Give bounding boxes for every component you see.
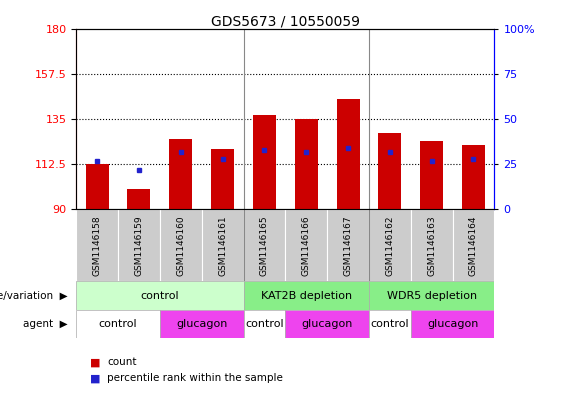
- Text: glucagon: glucagon: [176, 319, 227, 329]
- Bar: [369, 209, 411, 281]
- Text: genotype/variation  ▶: genotype/variation ▶: [0, 290, 68, 301]
- Bar: [462, 145, 485, 209]
- Bar: [118, 209, 160, 281]
- Text: KAT2B depletion: KAT2B depletion: [260, 290, 352, 301]
- Bar: [86, 164, 108, 209]
- Bar: [420, 141, 443, 209]
- Bar: [128, 189, 150, 209]
- Bar: [76, 209, 118, 281]
- Bar: [76, 310, 160, 338]
- Text: control: control: [99, 319, 137, 329]
- Bar: [170, 140, 192, 209]
- Text: percentile rank within the sample: percentile rank within the sample: [107, 373, 283, 383]
- Bar: [327, 209, 369, 281]
- Text: GSM1146162: GSM1146162: [385, 215, 394, 275]
- Text: GSM1146167: GSM1146167: [344, 215, 353, 276]
- Text: GSM1146163: GSM1146163: [427, 215, 436, 276]
- Text: glucagon: glucagon: [302, 319, 353, 329]
- Text: agent  ▶: agent ▶: [23, 319, 68, 329]
- Bar: [244, 281, 369, 310]
- Text: ■: ■: [90, 358, 101, 367]
- Bar: [379, 134, 401, 209]
- Bar: [202, 209, 244, 281]
- Bar: [253, 116, 276, 209]
- Bar: [76, 281, 244, 310]
- Text: WDR5 depletion: WDR5 depletion: [386, 290, 477, 301]
- Text: GSM1146158: GSM1146158: [93, 215, 102, 276]
- Bar: [160, 209, 202, 281]
- Text: ■: ■: [90, 373, 101, 383]
- Text: GSM1146166: GSM1146166: [302, 215, 311, 276]
- Bar: [244, 209, 285, 281]
- Bar: [453, 209, 494, 281]
- Bar: [244, 310, 285, 338]
- Text: GSM1146161: GSM1146161: [218, 215, 227, 276]
- Text: GSM1146164: GSM1146164: [469, 215, 478, 275]
- Bar: [411, 209, 453, 281]
- Text: GSM1146165: GSM1146165: [260, 215, 269, 276]
- Text: GSM1146160: GSM1146160: [176, 215, 185, 276]
- Bar: [369, 281, 494, 310]
- Bar: [369, 310, 411, 338]
- Title: GDS5673 / 10550059: GDS5673 / 10550059: [211, 14, 360, 28]
- Bar: [160, 310, 244, 338]
- Bar: [411, 310, 494, 338]
- Bar: [337, 99, 359, 209]
- Text: control: control: [371, 319, 409, 329]
- Text: control: control: [245, 319, 284, 329]
- Text: glucagon: glucagon: [427, 319, 478, 329]
- Bar: [211, 149, 234, 209]
- Bar: [285, 209, 327, 281]
- Text: count: count: [107, 358, 137, 367]
- Bar: [295, 119, 318, 209]
- Text: GSM1146159: GSM1146159: [134, 215, 144, 276]
- Text: control: control: [141, 290, 179, 301]
- Bar: [285, 310, 369, 338]
